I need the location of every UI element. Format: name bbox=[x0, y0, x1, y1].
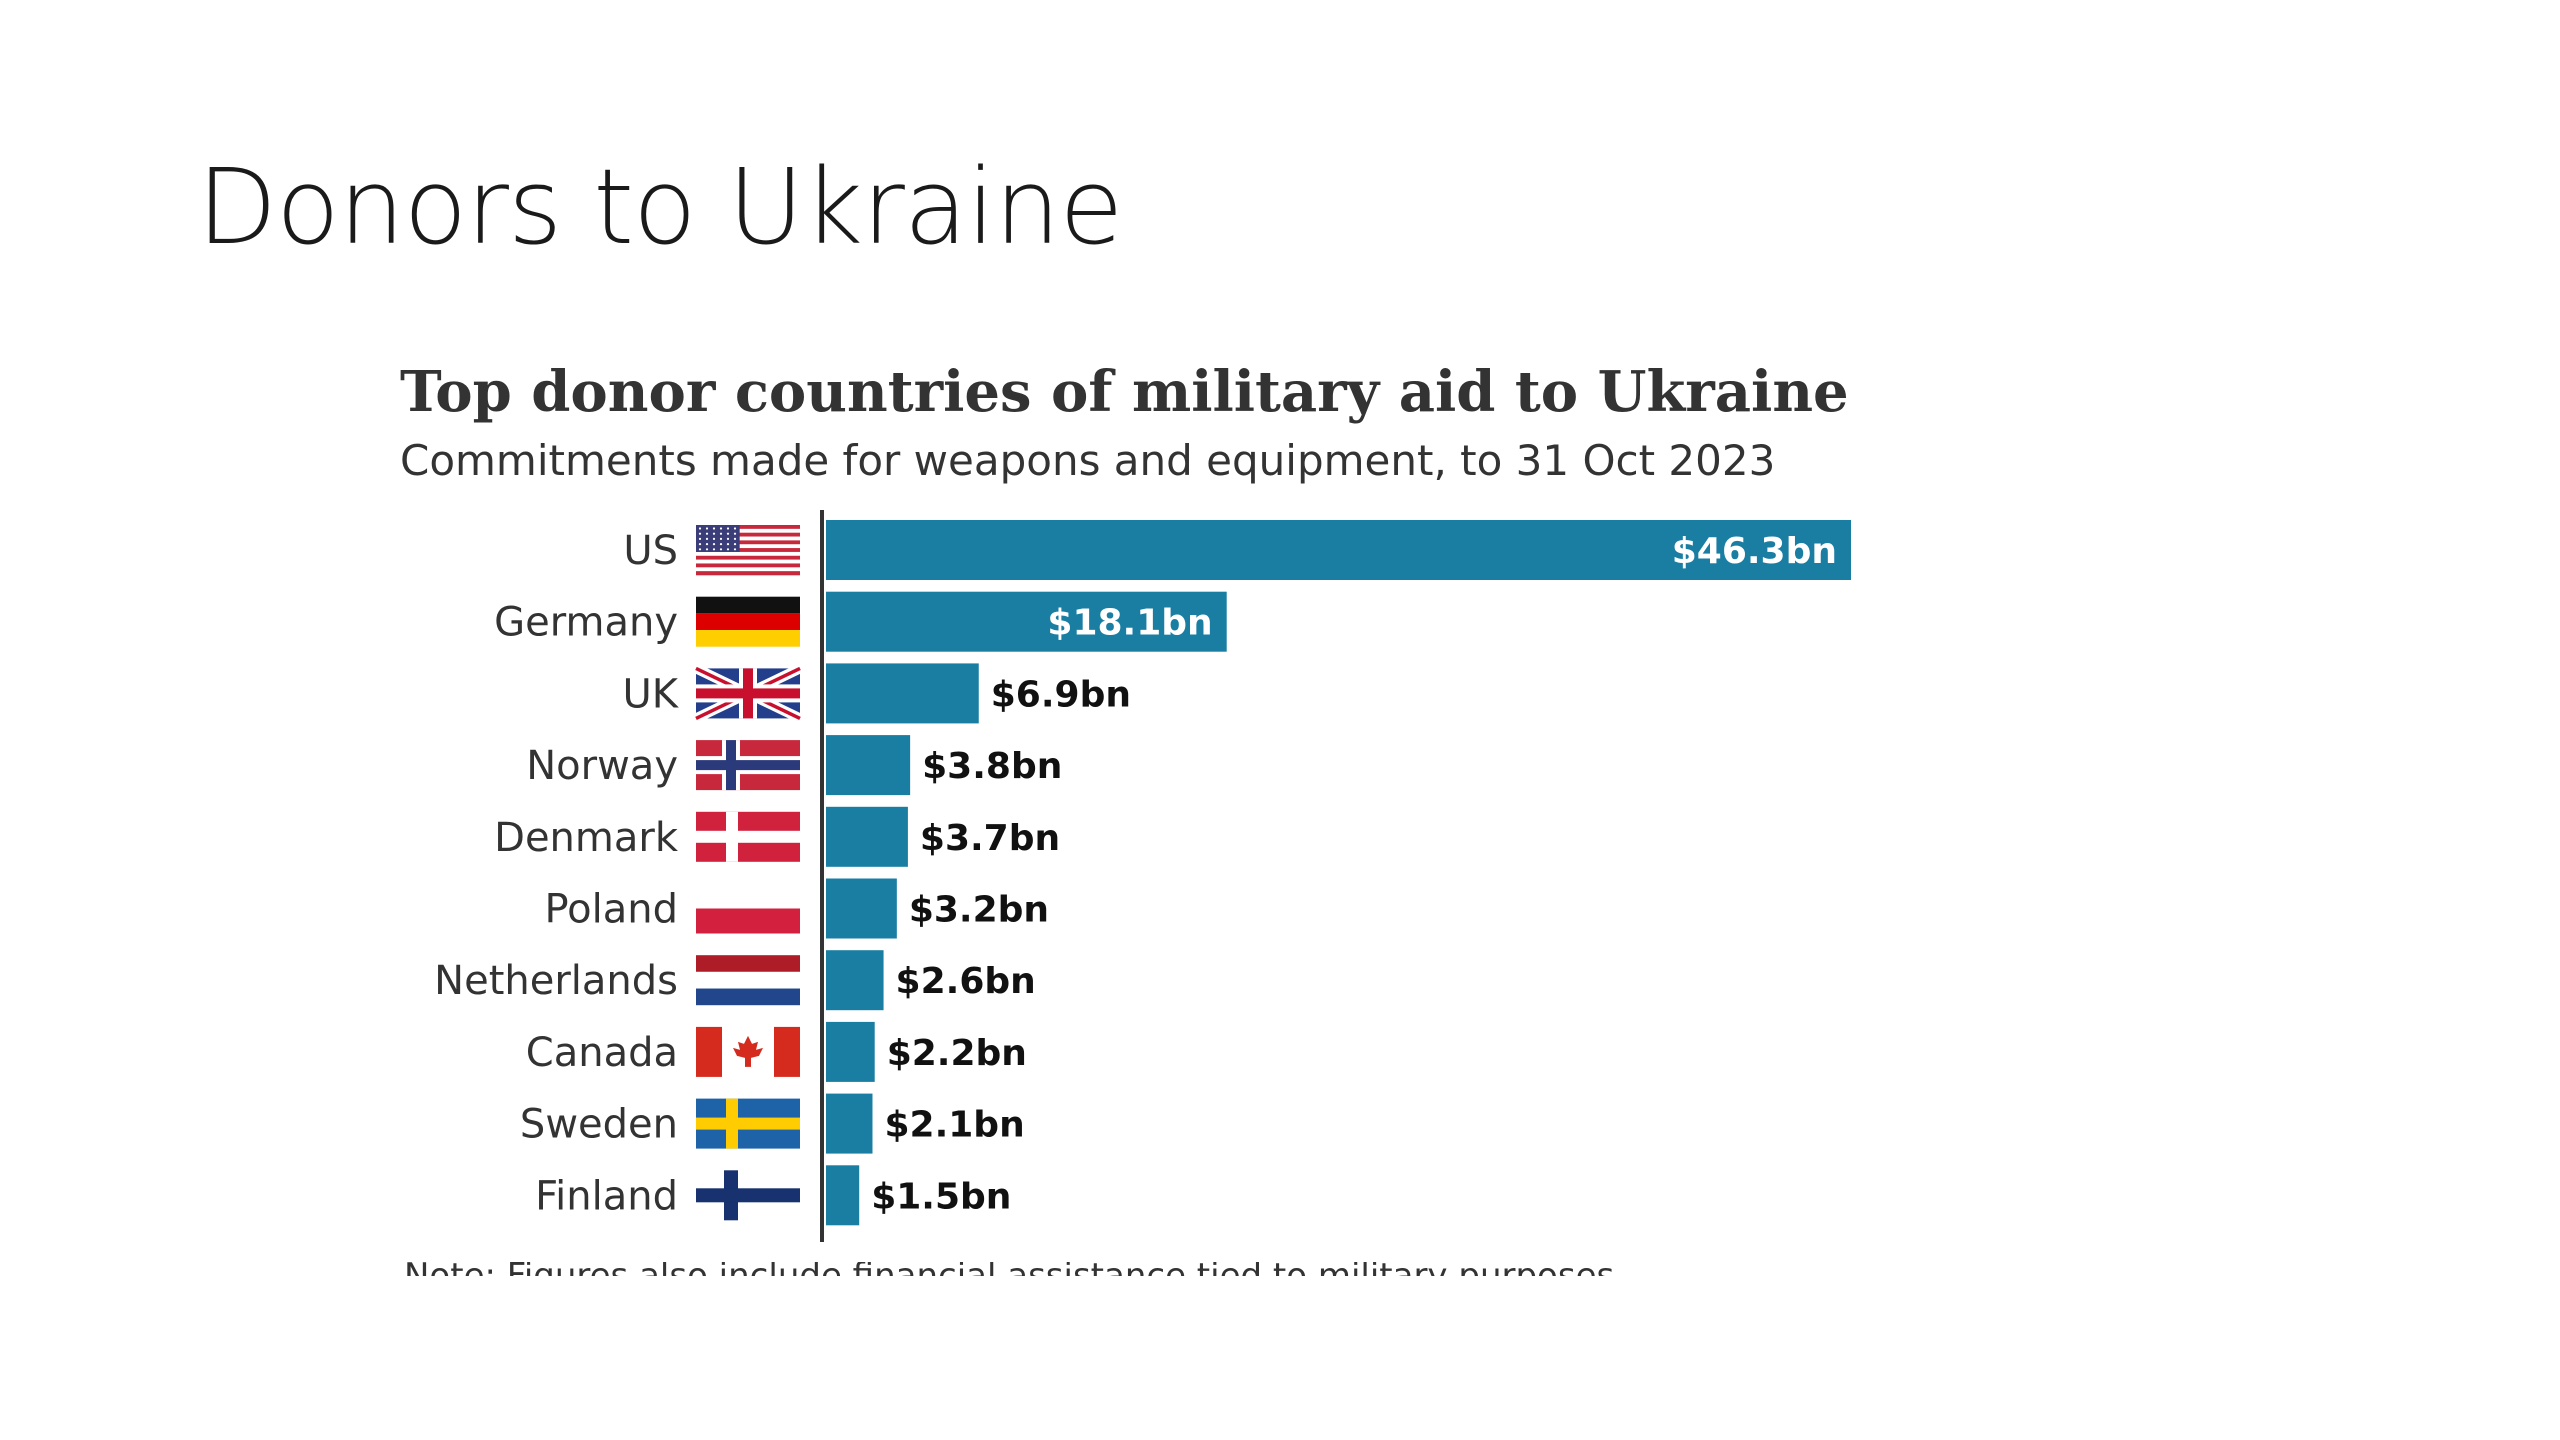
value-label-finland: $1.5bn bbox=[871, 1176, 1011, 1217]
chart-title: Top donor countries of military aid to U… bbox=[400, 359, 1849, 425]
us-flag-icon bbox=[696, 525, 800, 576]
bar-uk bbox=[826, 663, 979, 724]
canada-flag-icon bbox=[696, 1026, 800, 1077]
value-label-canada: $2.2bn bbox=[887, 1033, 1027, 1074]
sweden-flag-icon bbox=[696, 1098, 800, 1149]
category-label-uk: UK bbox=[622, 671, 679, 717]
value-label-denmark: $3.7bn bbox=[920, 818, 1060, 859]
poland-flag-icon bbox=[696, 883, 800, 934]
value-label-us: $46.3bn bbox=[1672, 531, 1837, 572]
bar-germany bbox=[826, 591, 1227, 652]
bar-finland bbox=[826, 1165, 860, 1226]
value-label-sweden: $2.1bn bbox=[884, 1105, 1024, 1146]
category-label-canada: Canada bbox=[526, 1030, 678, 1076]
value-label-uk: $6.9bn bbox=[991, 674, 1131, 715]
chart-subtitle: Commitments made for weapons and equipme… bbox=[400, 436, 1776, 485]
bar-norway bbox=[826, 735, 911, 796]
category-label-denmark: Denmark bbox=[494, 815, 679, 861]
chart-note: Note: Figures also include financial ass… bbox=[404, 1262, 1614, 1276]
value-label-norway: $3.8bn bbox=[922, 746, 1062, 787]
category-label-norway: Norway bbox=[526, 743, 678, 789]
category-label-finland: Finland bbox=[535, 1173, 678, 1219]
netherlands-flag-icon bbox=[696, 955, 800, 1006]
germany-flag-icon bbox=[696, 596, 800, 647]
bar-chart: US $46.3bn Germany $18.1bn UK $6.9bn Norway $3.… bbox=[434, 510, 1851, 1242]
bar-sweden bbox=[826, 1093, 873, 1154]
category-label-netherlands: Netherlands bbox=[434, 958, 678, 1004]
bar-us bbox=[826, 520, 1851, 580]
category-label-poland: Poland bbox=[544, 887, 678, 933]
bar-netherlands bbox=[826, 950, 884, 1011]
slide-title: Donors to Ukraine bbox=[197, 146, 1123, 268]
category-label-us: US bbox=[623, 528, 678, 574]
category-label-sweden: Sweden bbox=[520, 1102, 678, 1148]
uk-flag-icon bbox=[693, 663, 803, 723]
finland-flag-icon bbox=[696, 1170, 800, 1221]
category-label-germany: Germany bbox=[494, 600, 678, 646]
value-label-germany: $18.1bn bbox=[1047, 603, 1212, 644]
bar-denmark bbox=[826, 806, 908, 867]
value-label-poland: $3.2bn bbox=[909, 890, 1049, 931]
norway-flag-icon bbox=[696, 740, 800, 791]
bar-poland bbox=[826, 878, 897, 939]
bar-canada bbox=[826, 1021, 875, 1082]
denmark-flag-icon bbox=[696, 811, 800, 862]
value-label-netherlands: $2.6bn bbox=[896, 961, 1036, 1002]
